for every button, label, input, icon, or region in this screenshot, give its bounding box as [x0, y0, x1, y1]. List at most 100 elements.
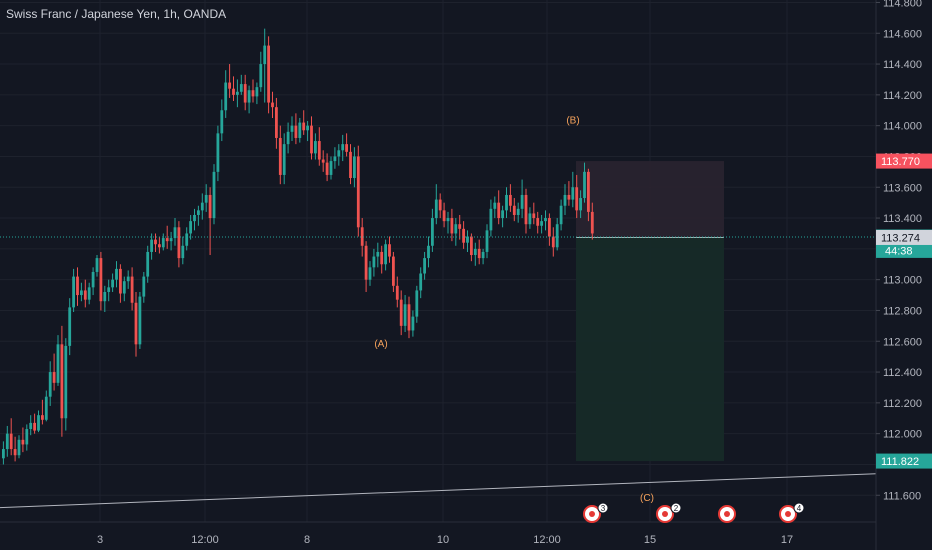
- candle-body: [228, 82, 231, 89]
- candle-body: [126, 276, 130, 282]
- y-tick-label: 112.200: [883, 398, 922, 410]
- candle-body: [434, 199, 438, 219]
- candle-body: [392, 256, 395, 286]
- y-tick-label: 114.200: [883, 90, 922, 102]
- candle-body: [423, 258, 426, 274]
- candle-body: [177, 227, 181, 259]
- price-label-countdown-bg: [876, 242, 932, 258]
- candle-body: [345, 144, 348, 152]
- candle-body: [298, 122, 302, 138]
- reward-zone: [576, 237, 724, 462]
- event-marker-dot: [724, 511, 730, 517]
- candle-body: [415, 290, 419, 317]
- candle-body: [208, 194, 212, 219]
- event-count-badge: [670, 502, 682, 514]
- y-tick-label: 112.000: [883, 429, 922, 441]
- candle-body: [83, 290, 87, 300]
- candle-body: [302, 122, 306, 131]
- candle-body: [567, 194, 571, 200]
- candle-body: [571, 187, 575, 200]
- candle-body: [2, 449, 5, 459]
- candle-body: [181, 245, 185, 259]
- candle-body: [555, 224, 559, 248]
- candle-body: [477, 248, 481, 259]
- candle-body: [236, 91, 239, 95]
- candle-body: [466, 236, 469, 243]
- candle-body: [87, 287, 91, 300]
- event-count-badge: [793, 502, 805, 514]
- candle-body: [278, 137, 282, 175]
- candle-body: [13, 449, 17, 456]
- candle-body: [5, 433, 9, 450]
- candle-body: [204, 194, 208, 203]
- event-count: 3: [601, 504, 606, 513]
- event-count: 4: [797, 504, 802, 513]
- price-label-take-profit: 111.822: [881, 456, 919, 468]
- candle-body: [353, 156, 356, 179]
- candle-body: [33, 422, 36, 431]
- candle-body: [294, 125, 298, 138]
- price-label-stop-loss-bg: [876, 153, 932, 169]
- candle-body: [458, 224, 462, 229]
- candle-body: [216, 133, 220, 172]
- candle-body: [111, 279, 114, 288]
- candle-body: [450, 218, 454, 234]
- price-label-countdown: 44:38: [885, 245, 913, 257]
- overlay-layer: (A) (B) (C): [0, 115, 876, 504]
- candle-body: [548, 218, 551, 237]
- candle-body: [587, 171, 590, 212]
- candle-body: [399, 299, 403, 326]
- candle-body: [501, 210, 504, 219]
- candle-body: [333, 156, 337, 162]
- candle-body: [64, 345, 68, 419]
- price-label-entry-bg: [876, 229, 932, 245]
- candle-body: [438, 199, 442, 211]
- price-axis[interactable]: 114.800114.600114.400114.200114.000113.8…: [875, 0, 932, 550]
- candle-body: [17, 439, 21, 456]
- x-tick-label: 17: [781, 534, 793, 546]
- candle-body: [134, 302, 138, 345]
- y-tick-label: 113.000: [883, 275, 922, 287]
- candle-body: [41, 415, 44, 420]
- candle-body: [99, 258, 103, 302]
- candle-body: [563, 194, 567, 206]
- candle-body: [497, 202, 501, 219]
- candle-body: [579, 198, 582, 211]
- event-markers: 3 2 4: [583, 502, 805, 523]
- y-tick-label: 111.600: [883, 490, 921, 502]
- event-count: 2: [674, 504, 679, 513]
- candle-body: [247, 90, 251, 103]
- candle-body: [368, 267, 372, 280]
- candle-body: [263, 45, 267, 65]
- candle-body: [48, 372, 52, 397]
- x-tick-label: 3: [97, 534, 103, 546]
- candle-body: [169, 238, 173, 242]
- candle-body: [485, 230, 489, 252]
- candle-body: [158, 244, 161, 248]
- candle-body: [419, 273, 423, 291]
- candle-body: [395, 285, 399, 300]
- candle-body: [427, 245, 430, 259]
- y-tick-label: 113.600: [883, 182, 922, 194]
- candle-body: [462, 228, 465, 243]
- candle-body: [446, 218, 450, 222]
- event-marker-dot: [662, 511, 668, 517]
- candle-body: [25, 429, 29, 445]
- event-marker-dot: [589, 511, 595, 517]
- candle-body: [337, 150, 341, 157]
- candle-body: [165, 238, 169, 242]
- candle-body: [376, 251, 380, 257]
- candle-body: [575, 187, 579, 211]
- wave-label: (B): [566, 115, 579, 126]
- candle-body: [37, 415, 40, 431]
- price-label-entry: 113.274: [881, 232, 920, 244]
- y-tick-label: 112.600: [883, 336, 922, 348]
- wave-label: (C): [640, 493, 654, 504]
- candles-layer: [2, 28, 594, 465]
- candle-body: [130, 276, 134, 303]
- candle-body: [528, 213, 532, 225]
- y-tick-label: 112.800: [883, 305, 922, 317]
- wave-label: (A): [374, 339, 387, 350]
- candle-body: [407, 304, 411, 331]
